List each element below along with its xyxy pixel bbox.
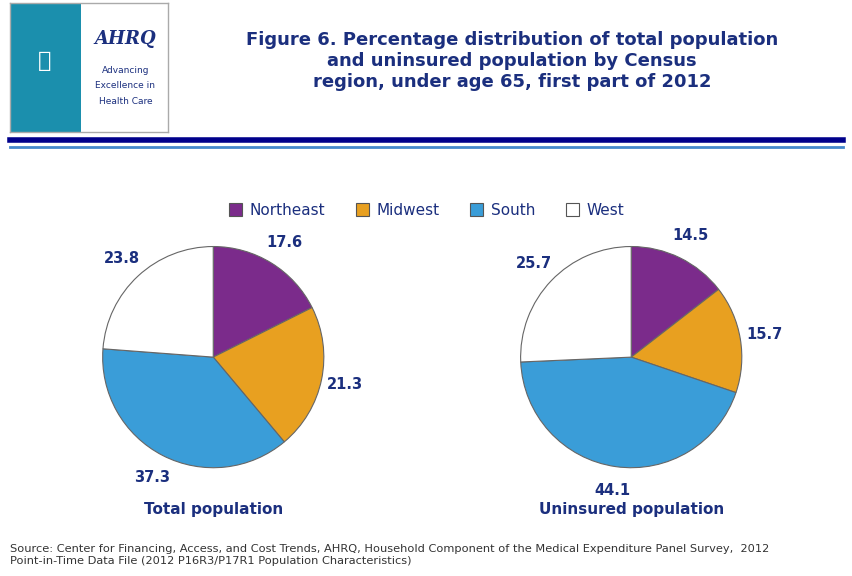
- Wedge shape: [103, 247, 213, 357]
- Text: 🦅: 🦅: [38, 51, 52, 71]
- Text: Advancing: Advancing: [101, 66, 149, 75]
- Text: Total population: Total population: [143, 502, 283, 517]
- Text: 23.8: 23.8: [103, 251, 140, 266]
- Wedge shape: [520, 357, 735, 468]
- Wedge shape: [630, 247, 717, 357]
- Wedge shape: [520, 247, 630, 362]
- Text: 25.7: 25.7: [515, 256, 551, 271]
- Text: 17.6: 17.6: [266, 235, 302, 250]
- Text: 37.3: 37.3: [134, 469, 170, 484]
- Text: Figure 6. Percentage distribution of total population
and uninsured population b: Figure 6. Percentage distribution of tot…: [245, 31, 777, 90]
- Wedge shape: [102, 349, 284, 468]
- Wedge shape: [630, 289, 741, 393]
- FancyBboxPatch shape: [10, 3, 81, 132]
- Text: 21.3: 21.3: [327, 377, 363, 392]
- Text: 15.7: 15.7: [746, 327, 781, 342]
- Text: Health Care: Health Care: [99, 97, 152, 106]
- Text: Uninsured population: Uninsured population: [538, 502, 723, 517]
- Text: 14.5: 14.5: [671, 229, 708, 244]
- Text: AHRQ: AHRQ: [95, 30, 156, 48]
- Wedge shape: [213, 247, 312, 357]
- Text: Excellence in: Excellence in: [95, 81, 155, 90]
- Text: 44.1: 44.1: [594, 483, 630, 498]
- Legend: Northeast, Midwest, South, West: Northeast, Midwest, South, West: [222, 196, 630, 224]
- Text: Source: Center for Financing, Access, and Cost Trends, AHRQ, Household Component: Source: Center for Financing, Access, an…: [10, 544, 769, 566]
- Wedge shape: [213, 308, 324, 442]
